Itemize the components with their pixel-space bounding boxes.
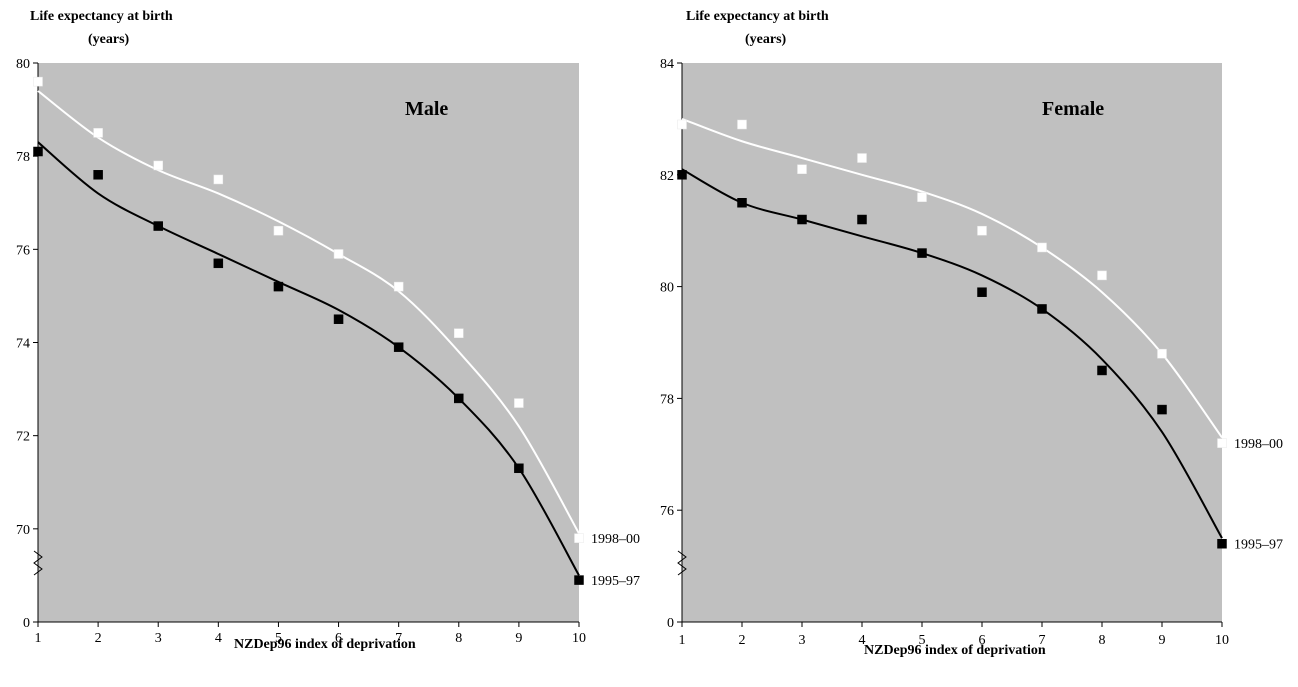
data-point-1995-97: [977, 287, 987, 297]
y-tick-label: 0: [667, 616, 674, 631]
plot-area-0: [38, 63, 579, 622]
data-point-1998-00: [454, 328, 464, 338]
x-tick-label: 3: [155, 631, 162, 646]
axis-break-icon: [677, 550, 687, 576]
plot-area-1: [682, 63, 1222, 622]
y-tick-label: 80: [16, 57, 30, 72]
x-tick-label: 7: [395, 631, 402, 646]
data-point-1995-97: [574, 575, 584, 585]
y-axis-label-unit: (years): [88, 32, 130, 47]
y-axis-label-unit: (years): [745, 32, 787, 47]
series-label: 1995–97: [591, 574, 640, 589]
trend-line-1995-97: [681, 168, 1223, 539]
y-tick-label: 78: [16, 150, 30, 165]
y-axis-label: Life expectancy at birth: [686, 9, 829, 24]
x-tick-label: 9: [515, 631, 522, 646]
y-tick-label: 76: [660, 504, 674, 519]
x-tick-label: 10: [1215, 633, 1229, 648]
data-point-1998-00: [857, 153, 867, 163]
data-point-1995-97: [677, 170, 687, 180]
x-tick-label: 1: [679, 633, 686, 648]
x-tick-label: 2: [95, 631, 102, 646]
data-point-1998-00: [514, 398, 524, 408]
y-tick-label: 0: [23, 616, 30, 631]
y-tick-label: 78: [660, 392, 674, 407]
data-point-1998-00: [737, 119, 747, 130]
x-tick-label: 9: [1159, 633, 1166, 648]
data-point-1998-00: [1037, 242, 1047, 253]
data-point-1995-97: [273, 281, 284, 292]
data-point-1998-00: [977, 225, 987, 236]
data-point-1995-97: [737, 198, 747, 208]
data-point-1995-97: [1157, 404, 1167, 415]
data-point-1995-97: [454, 393, 464, 404]
x-tick-label: 6: [335, 631, 342, 646]
panel-label: Male: [405, 98, 448, 120]
y-tick-label: 82: [660, 169, 674, 184]
data-point-1998-00: [33, 76, 43, 87]
x-tick-label: 1: [35, 631, 42, 646]
trend-line-1998-00: [37, 90, 580, 534]
data-point-1995-97: [857, 214, 867, 225]
y-tick-label: 76: [16, 243, 30, 258]
x-tick-label: 5: [275, 631, 282, 646]
data-point-1998-00: [677, 119, 687, 130]
x-tick-label: 6: [979, 633, 986, 648]
data-point-1995-97: [1097, 365, 1107, 376]
data-point-1995-97: [797, 214, 807, 225]
y-tick-label: 84: [660, 57, 674, 72]
x-axis-label: NZDep96 index of deprivation: [234, 637, 416, 652]
data-point-1998-00: [93, 128, 103, 138]
x-tick-label: 8: [455, 631, 462, 646]
data-point-1995-97: [93, 170, 103, 180]
x-tick-label: 3: [799, 633, 806, 648]
x-tick-label: 4: [215, 631, 222, 646]
data-point-1998-00: [574, 533, 584, 543]
x-tick-label: 4: [859, 633, 866, 648]
data-point-1998-00: [797, 164, 807, 174]
axis-break-icon: [33, 550, 43, 576]
data-point-1998-00: [393, 281, 404, 292]
data-point-1995-97: [333, 314, 344, 324]
x-axis-label: NZDep96 index of deprivation: [864, 643, 1046, 658]
y-axis-label: Life expectancy at birth: [30, 9, 173, 24]
series-label: 1995–97: [1234, 538, 1283, 553]
data-point-1995-97: [1037, 304, 1047, 314]
y-tick-label: 74: [16, 337, 30, 352]
trend-line-1998-00: [681, 117, 1223, 439]
data-point-1998-00: [1097, 270, 1107, 281]
data-point-1995-97: [917, 248, 927, 258]
y-tick-label: 80: [660, 281, 674, 296]
data-point-1998-00: [153, 160, 163, 171]
x-tick-label: 8: [1099, 633, 1106, 648]
x-tick-label: 5: [919, 633, 926, 648]
y-tick-label: 72: [16, 430, 30, 445]
x-tick-label: 7: [1039, 633, 1046, 648]
data-point-1998-00: [273, 225, 284, 236]
x-tick-label: 2: [739, 633, 746, 648]
x-tick-label: 10: [572, 631, 586, 646]
y-tick-label: 70: [16, 523, 30, 538]
data-point-1998-00: [333, 249, 344, 259]
data-point-1998-00: [1157, 348, 1167, 359]
series-label: 1998–00: [591, 532, 640, 547]
data-point-1995-97: [393, 342, 404, 352]
data-point-1995-97: [33, 146, 43, 157]
data-point-1995-97: [514, 463, 524, 474]
panel-label: Female: [1042, 98, 1104, 120]
data-point-1995-97: [153, 221, 163, 231]
data-point-1998-00: [917, 192, 927, 202]
trend-line-1995-97: [37, 141, 580, 576]
series-label: 1998–00: [1234, 437, 1283, 452]
data-point-1998-00: [1217, 438, 1227, 448]
data-point-1998-00: [213, 174, 224, 185]
data-point-1995-97: [1217, 538, 1227, 549]
data-point-1995-97: [213, 258, 224, 269]
